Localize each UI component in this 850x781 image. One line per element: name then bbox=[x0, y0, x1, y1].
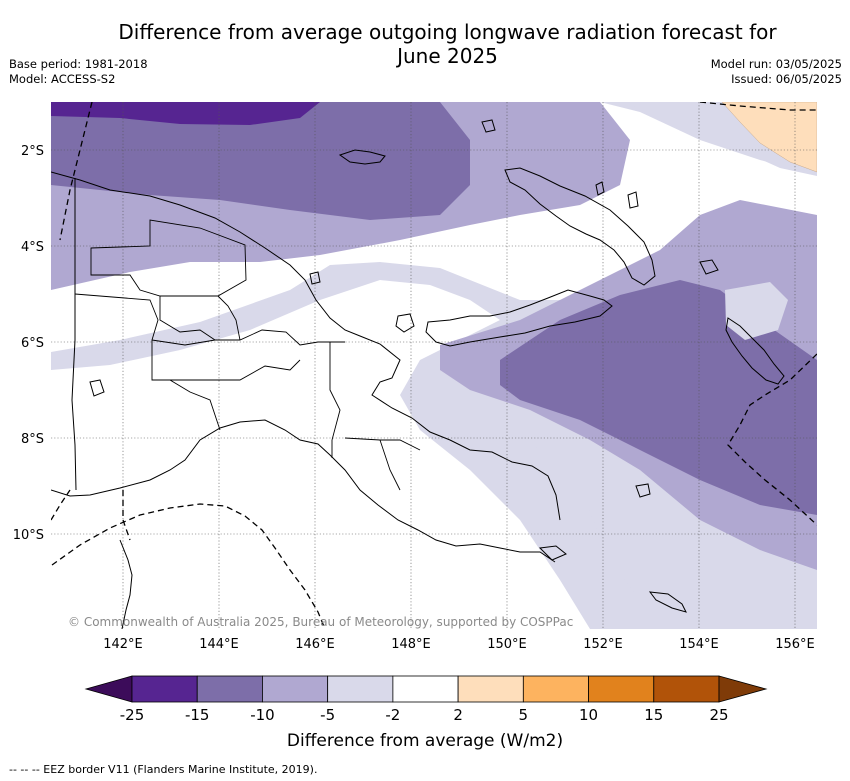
colorbar-box bbox=[262, 675, 329, 703]
colorbar-box bbox=[392, 675, 459, 703]
colorbar-over-triangle bbox=[718, 675, 768, 703]
colorbar-tick-label: -25 bbox=[120, 706, 145, 724]
title-line-2: June 2025 bbox=[397, 44, 498, 68]
title-line-1: Difference from average outgoing longwav… bbox=[118, 20, 777, 44]
colorbar-under-triangle bbox=[84, 675, 133, 703]
colorbar-tick-label: -15 bbox=[185, 706, 210, 724]
colorbar-box bbox=[522, 675, 589, 703]
coast-manus bbox=[338, 149, 386, 165]
lat-label: 6°S bbox=[21, 336, 44, 351]
base-period-text: Base period: 1981-2018 bbox=[9, 57, 148, 71]
colorbar: -25 -15 -10 -5 -2 2 5 10 15 25 bbox=[84, 675, 768, 724]
chart-title: Difference from average outgoing longwav… bbox=[0, 20, 850, 68]
lon-label: 148°E bbox=[391, 637, 431, 652]
coast-new-guinea-south bbox=[51, 419, 556, 563]
anomaly-region-darkest bbox=[51, 102, 320, 125]
copyright-text: © Commonwealth of Australia 2025, Bureau… bbox=[68, 615, 573, 629]
coast-island-small-1 bbox=[481, 119, 496, 133]
lat-label: 8°S bbox=[21, 432, 44, 447]
coast-island-small-2 bbox=[595, 181, 605, 196]
colorbar-tick-label: 15 bbox=[644, 706, 663, 724]
coast-island-small-8 bbox=[699, 259, 719, 275]
colorbar-tick-label: 2 bbox=[453, 706, 463, 724]
colorbar-box bbox=[588, 675, 655, 703]
anomaly-region-light-south bbox=[470, 398, 817, 629]
coast-new-britain bbox=[425, 289, 613, 347]
coast-island-small-5 bbox=[309, 271, 321, 285]
coastlines bbox=[51, 119, 785, 629]
lon-label: 156°E bbox=[775, 637, 815, 652]
lat-label: 4°S bbox=[21, 240, 44, 255]
lon-label: 146°E bbox=[295, 637, 335, 652]
colorbar-box bbox=[457, 675, 524, 703]
meta-left: Base period: 1981-2018 Model: ACCESS-S2 bbox=[9, 57, 148, 87]
colorbar-box bbox=[653, 675, 720, 703]
coast-new-ireland bbox=[504, 167, 656, 286]
model-text: Model: ACCESS-S2 bbox=[9, 72, 116, 86]
coast-island-small-3 bbox=[627, 191, 639, 209]
lon-label: 142°E bbox=[103, 637, 143, 652]
coast-australia-north bbox=[119, 539, 133, 629]
coast-island-small-7 bbox=[648, 591, 687, 613]
colorbar-box bbox=[196, 675, 263, 703]
lat-label: 2°S bbox=[21, 144, 44, 159]
colorbar-tick-label: -2 bbox=[385, 706, 400, 724]
coast-bougainville bbox=[725, 317, 785, 385]
lat-label: 10°S bbox=[13, 528, 44, 543]
colorbar-box bbox=[131, 675, 198, 703]
lon-label: 154°E bbox=[679, 637, 719, 652]
colorbar-boxes bbox=[131, 675, 720, 703]
coast-island-small-4 bbox=[395, 313, 415, 333]
coast-island-small-10 bbox=[538, 545, 567, 561]
coast-island-small-9 bbox=[89, 379, 105, 397]
gridlines bbox=[51, 102, 817, 629]
lon-label: 144°E bbox=[199, 637, 239, 652]
meta-right: Model run: 03/05/2025 Issued: 06/05/2025 bbox=[711, 57, 842, 87]
lon-label: 150°E bbox=[487, 637, 527, 652]
colorbar-tick-label: 10 bbox=[579, 706, 598, 724]
colorbar-box bbox=[327, 675, 394, 703]
colorbar-tick-label: 5 bbox=[519, 706, 529, 724]
eez-footnote: -- -- -- EEZ border V11 (Flanders Marine… bbox=[9, 763, 318, 776]
colorbar-tick-label: -10 bbox=[250, 706, 275, 724]
anomaly-region-dark-south bbox=[500, 280, 817, 515]
latitude-labels: 2°S 4°S 6°S 8°S 10°S bbox=[13, 144, 44, 543]
coast-island-small-6 bbox=[635, 483, 651, 498]
eez-borders bbox=[51, 102, 817, 629]
map-panel bbox=[51, 102, 817, 629]
colorbar-title: Difference from average (W/m2) bbox=[286, 731, 564, 751]
longitude-labels: 142°E 144°E 146°E 148°E 150°E 152°E 154°… bbox=[103, 637, 815, 652]
anomaly-region-dark-north bbox=[51, 102, 470, 220]
anomaly-region-light-island bbox=[725, 282, 788, 340]
lon-label: 152°E bbox=[583, 637, 623, 652]
colorbar-ticks: -25 -15 -10 -5 -2 2 5 10 15 25 bbox=[120, 706, 729, 724]
colorbar-tick-label: 25 bbox=[709, 706, 728, 724]
issued-text: Issued: 06/05/2025 bbox=[731, 72, 842, 86]
colorbar-tick-label: -5 bbox=[320, 706, 335, 724]
province-borders bbox=[74, 219, 421, 491]
international-border bbox=[71, 178, 77, 491]
coast-new-guinea-north bbox=[51, 171, 561, 521]
model-run-text: Model run: 03/05/2025 bbox=[710, 57, 842, 71]
anomaly-region-positive bbox=[721, 102, 817, 173]
